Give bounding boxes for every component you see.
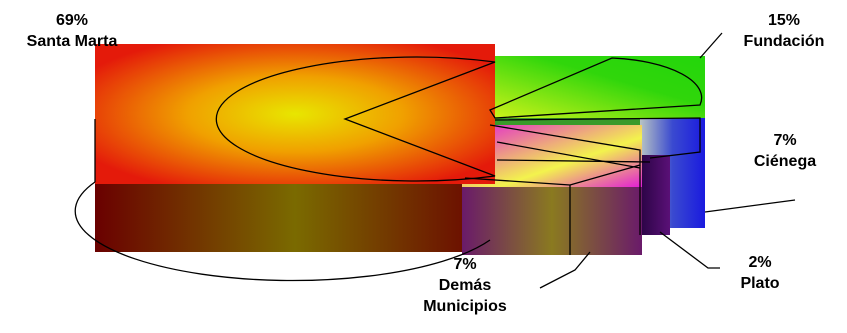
label-demas-municipios-word: Demás bbox=[438, 277, 492, 294]
label-demas-municipios: 7% Demás Municipios bbox=[400, 254, 530, 317]
label-fundacion: 15% Fundación bbox=[725, 10, 843, 52]
slice-santa-marta-top bbox=[95, 44, 495, 184]
leader-fundacion bbox=[699, 32, 723, 59]
slice-fundacion-outline bbox=[489, 57, 703, 119]
label-demas-municipios-word: Municipios bbox=[423, 298, 507, 315]
label-santa-marta-name: Santa Marta bbox=[26, 33, 118, 50]
slice-santa-marta-side bbox=[95, 182, 495, 252]
label-demas-municipios-pct: 7% bbox=[453, 256, 477, 273]
label-fundacion-pct: 15% bbox=[767, 12, 801, 29]
label-cienega-name: Ciénega bbox=[753, 153, 817, 170]
label-plato-pct: 2% bbox=[748, 254, 772, 271]
slice-santa-marta-base-outline bbox=[74, 181, 491, 282]
leader-plato bbox=[659, 231, 720, 269]
label-cienega: 7% Ciénega bbox=[735, 130, 835, 172]
label-santa-marta-pct: 69% bbox=[55, 12, 89, 29]
slice-fundacion-top bbox=[495, 56, 705, 118]
label-demas-municipios-name: Demás Municipios bbox=[400, 275, 530, 317]
slice-santa-marta-outline bbox=[215, 56, 496, 182]
slice-plato-side bbox=[640, 155, 670, 235]
label-santa-marta: 69% Santa Marta bbox=[8, 10, 136, 52]
label-fundacion-name: Fundación bbox=[743, 33, 825, 50]
slice-cienega-outline bbox=[494, 117, 701, 159]
leader-demas bbox=[539, 251, 591, 289]
slice-demas-municipios-side bbox=[462, 182, 642, 255]
leader-cienega bbox=[704, 199, 796, 213]
label-plato-name: Plato bbox=[740, 275, 780, 292]
label-cienega-pct: 7% bbox=[773, 132, 797, 149]
label-plato: 2% Plato bbox=[718, 252, 802, 294]
